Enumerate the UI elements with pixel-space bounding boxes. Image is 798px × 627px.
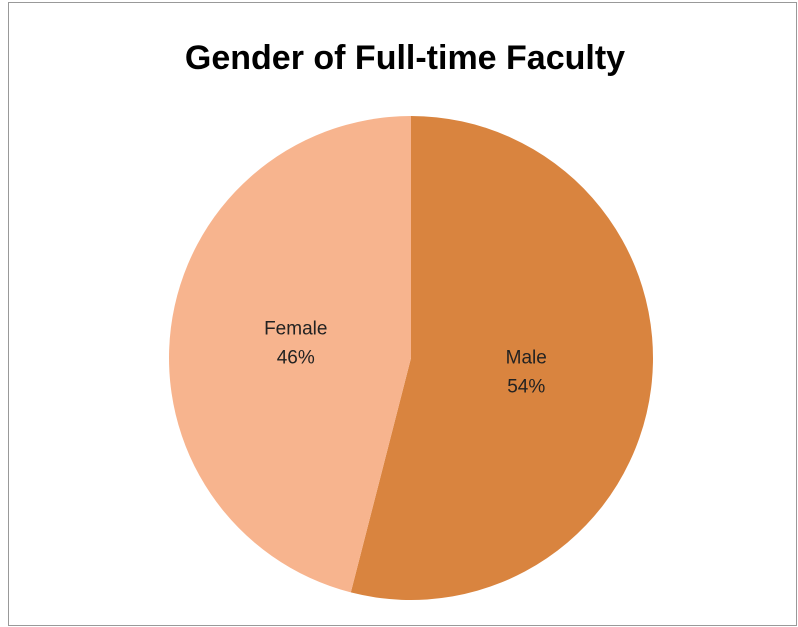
pie-slice bbox=[350, 116, 654, 601]
slice-value: 54% bbox=[507, 377, 545, 398]
slice-category: Female bbox=[264, 318, 327, 339]
slice-label: Male 54% bbox=[506, 348, 547, 398]
chart-title: Gender of Full-time Faculty bbox=[185, 39, 625, 77]
slice-category: Male bbox=[506, 348, 547, 369]
slice-value: 46% bbox=[277, 347, 315, 368]
pie-slice bbox=[169, 116, 411, 593]
slice-label: Female 46% bbox=[264, 318, 327, 368]
